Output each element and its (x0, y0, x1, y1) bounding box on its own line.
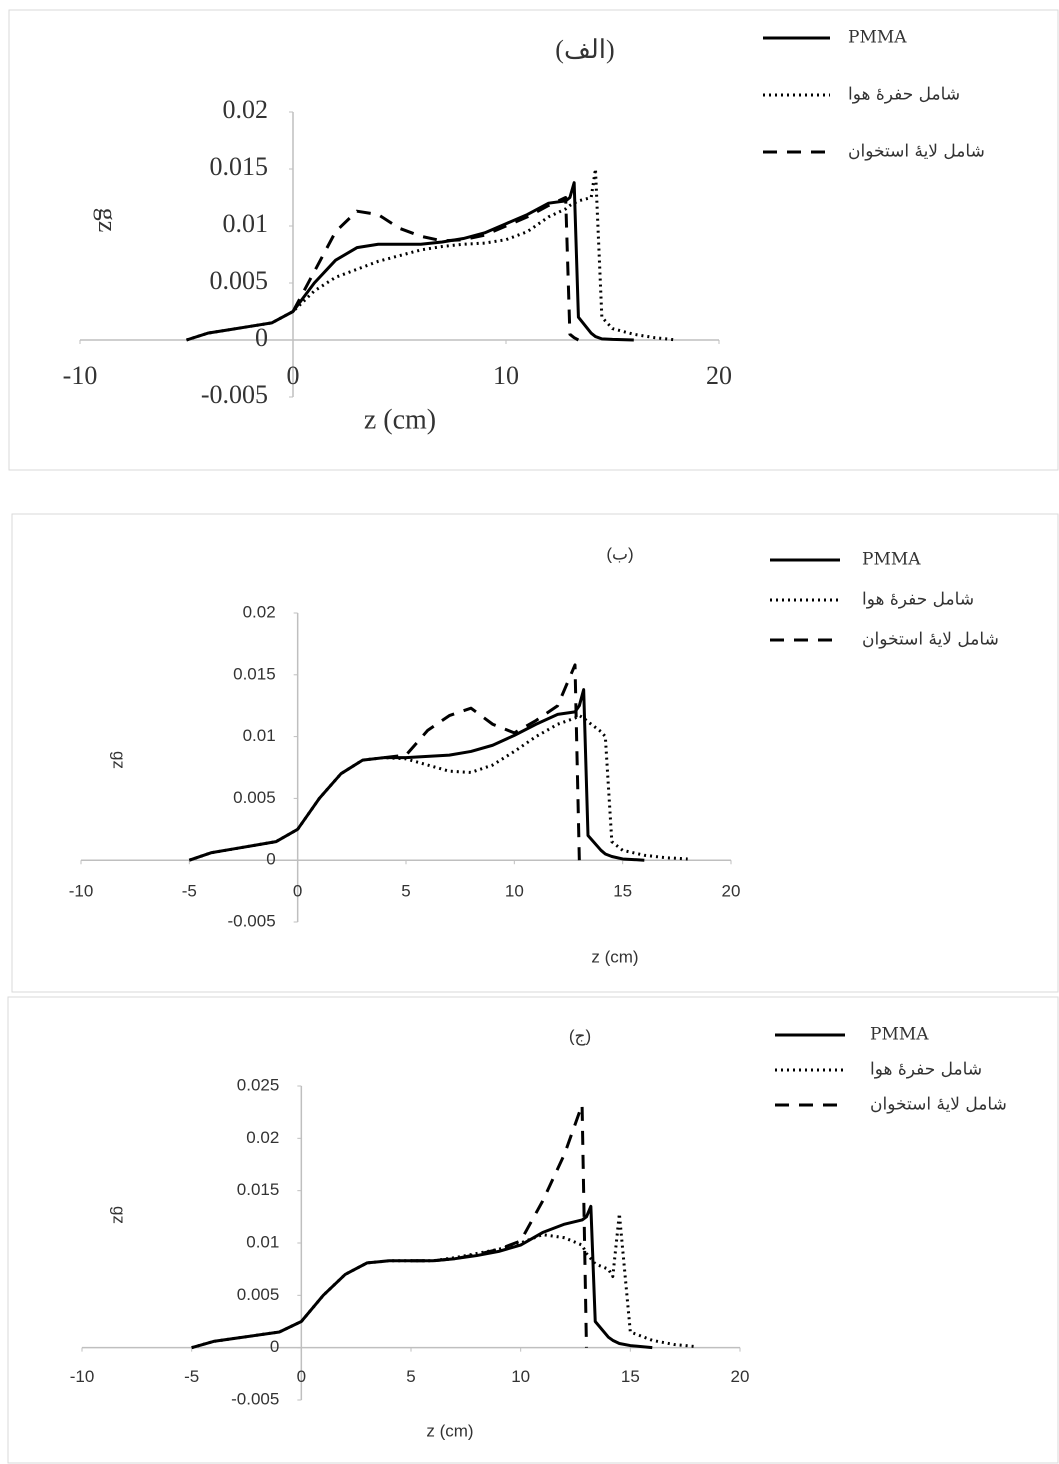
y-tick-label: 0.005 (210, 266, 269, 295)
x-tick-label: -10 (63, 361, 98, 390)
legend-label: شامل لایهٔ استخوان (848, 142, 985, 162)
series-line (411, 1103, 588, 1348)
x-tick-label: 10 (505, 882, 524, 901)
x-tick-label: 10 (511, 1367, 530, 1386)
legend-label: شامل لایهٔ استخوان (870, 1095, 1007, 1115)
x-axis-label: z (cm) (364, 404, 436, 435)
y-axis-label: gz (93, 208, 122, 233)
y-tick-label: 0.02 (246, 1128, 279, 1147)
y-axis-label: gz (110, 1206, 129, 1224)
legend-label: شامل حفرهٔ هوا (848, 85, 960, 105)
panel-label: (الف) (555, 35, 614, 64)
y-tick-label: 0 (266, 850, 275, 869)
x-tick-label: 0 (297, 1367, 306, 1386)
series-line (384, 663, 581, 861)
panel-frame (11, 513, 1059, 993)
y-tick-label: 0.015 (237, 1180, 280, 1199)
panel-frame (8, 9, 1059, 471)
x-axis-label: z (cm) (426, 1421, 473, 1440)
legend-label: شامل حفرهٔ هوا (870, 1060, 982, 1080)
series-line (291, 196, 580, 342)
series-line (188, 714, 688, 862)
y-tick-label: 0.02 (243, 602, 276, 621)
x-tick-label: 0 (293, 882, 302, 901)
x-tick-label: 5 (401, 882, 410, 901)
x-tick-label: 20 (731, 1367, 750, 1386)
legend-label: شامل حفرهٔ هوا (862, 590, 974, 610)
y-tick-label: 0.01 (243, 726, 276, 745)
panel-frame (7, 996, 1059, 1464)
y-tick-label: 0.02 (223, 95, 269, 124)
x-tick-label: 15 (613, 882, 632, 901)
y-tick-label: 0 (255, 323, 268, 352)
y-tick-label: -0.005 (227, 911, 275, 930)
x-tick-label: -5 (184, 1367, 199, 1386)
legend-label: PMMA (848, 28, 907, 48)
y-tick-label: 0.015 (233, 664, 276, 683)
y-tick-label: -0.005 (201, 380, 268, 409)
x-tick-label: 20 (722, 882, 741, 901)
y-tick-label: 0.025 (237, 1075, 280, 1094)
x-tick-label: 5 (406, 1367, 415, 1386)
series-line (186, 167, 677, 342)
legend-label: شامل لایهٔ استخوان (862, 630, 999, 650)
panel-label: (ب) (606, 544, 633, 563)
y-tick-label: 0.005 (233, 788, 276, 807)
y-tick-label: 0.01 (246, 1232, 279, 1251)
x-tick-label: 0 (287, 361, 300, 390)
panel-label: (ج) (569, 1026, 591, 1046)
x-tick-label: 15 (621, 1367, 640, 1386)
y-tick-label: 0 (270, 1337, 279, 1356)
x-axis-label: z (cm) (591, 947, 638, 966)
y-tick-label: 0.01 (223, 209, 269, 238)
x-tick-label: -10 (69, 882, 94, 901)
legend-label: PMMA (870, 1025, 929, 1045)
x-tick-label: 10 (493, 361, 519, 390)
y-tick-label: -0.005 (231, 1389, 279, 1408)
x-tick-label: -5 (182, 882, 197, 901)
y-tick-label: 0.005 (237, 1285, 280, 1304)
series-line (186, 181, 634, 342)
x-tick-label: 20 (706, 361, 732, 390)
x-tick-label: -10 (70, 1367, 95, 1386)
y-tick-label: 0.015 (210, 152, 269, 181)
y-axis-label: gz (110, 751, 129, 769)
legend-label: PMMA (862, 550, 921, 570)
